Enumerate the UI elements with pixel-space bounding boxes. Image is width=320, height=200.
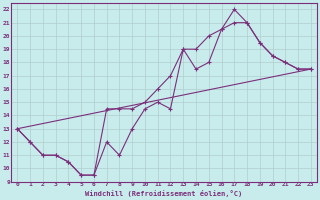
X-axis label: Windchill (Refroidissement éolien,°C): Windchill (Refroidissement éolien,°C) <box>85 190 243 197</box>
